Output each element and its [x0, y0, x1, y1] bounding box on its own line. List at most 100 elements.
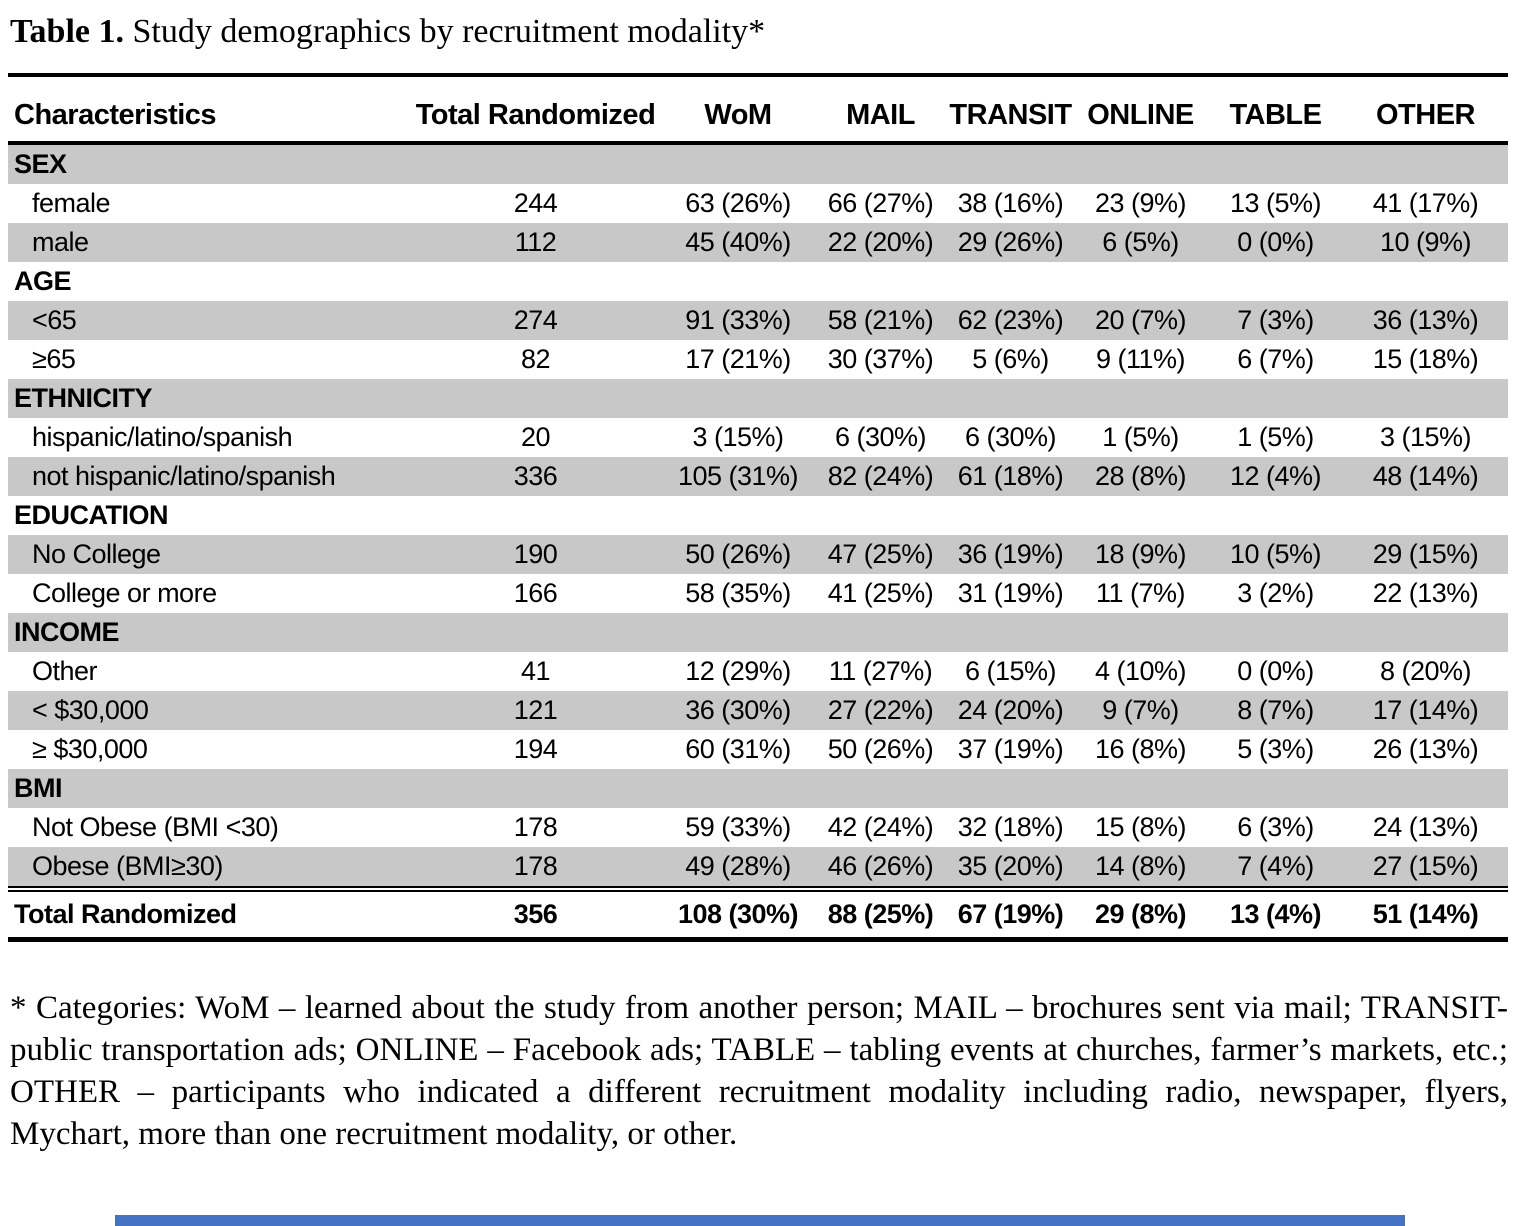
row-label: female — [32, 187, 111, 218]
cell-value: 47 (25%) — [827, 538, 934, 569]
cell-value: 41 (25%) — [827, 577, 934, 608]
cell-value: 20 (7%) — [1094, 304, 1187, 335]
footnote-text: * Categories: WoM – learned about the st… — [10, 989, 1508, 1152]
cell-value: 82 — [520, 343, 551, 374]
table-header-row: Characteristics Total Randomized WoM MAIL TR… — [8, 88, 1508, 145]
cell-value: 20 — [520, 421, 551, 452]
table-row-not-obese-bmi-30: Not Obese (BMI <30) 178 59 (33%) 42 (24%) 32… — [8, 808, 1508, 847]
section-row-income: INCOME — [8, 612, 1508, 652]
row-label: College or more — [32, 577, 217, 608]
cell-value: 12 (4%) — [1229, 460, 1322, 491]
row-label: EDUCATION — [14, 499, 169, 530]
cell-value: 6 (7%) — [1237, 343, 1314, 374]
cell-value: 38 (16%) — [957, 187, 1064, 218]
cell-value: 3 (2%) — [1237, 577, 1314, 608]
row-label: Not Obese (BMI <30) — [32, 811, 279, 842]
cell-value: 22 (13%) — [1372, 577, 1479, 608]
cell-value: 59 (33%) — [685, 811, 791, 842]
cell-value: 11 (27%) — [828, 655, 933, 686]
cell-value: 31 (19%) — [957, 577, 1064, 608]
table-row-female: female 244 63 (26%) 66 (27%) 38 (16%) 23 (9%)… — [8, 184, 1508, 223]
cell-value: 30 (37%) — [827, 343, 934, 374]
cell-value: 41 — [520, 655, 551, 686]
cell-value: 166 — [513, 577, 558, 608]
cell-value: 356 — [408, 885, 663, 942]
cell-value: 6 (5%) — [1102, 226, 1179, 257]
cell-value: 50 (26%) — [685, 538, 791, 569]
cell-value: 1 (5%) — [1102, 421, 1179, 452]
column-header-wom: WoM — [663, 88, 813, 145]
cell-value: 8 (7%) — [1237, 694, 1314, 725]
table-row-hispanic-latino-spanish: hispanic/latino/spanish 20 3 (15%) 6 (30%) 6… — [8, 418, 1508, 457]
section-row-age: AGE — [8, 262, 1508, 301]
cell-value: 3 (15%) — [692, 421, 784, 452]
column-header-other: OTHER — [1343, 88, 1508, 145]
cell-value: 24 (13%) — [1372, 811, 1479, 842]
cell-value: 8 (20%) — [1379, 655, 1472, 686]
cell-value: 62 (23%) — [957, 304, 1064, 335]
cell-value: 6 (30%) — [964, 421, 1057, 452]
cell-value: 5 (3%) — [1237, 733, 1314, 764]
table-row-college-or-more: College or more 166 58 (35%) 41 (25%) 31 (19… — [8, 574, 1508, 613]
demographics-table: Characteristics Total Randomized WoM MAIL TR… — [8, 88, 1508, 942]
row-label: AGE — [14, 265, 72, 296]
cell-value: 105 (31%) — [677, 460, 799, 491]
top-horizontal-rule — [8, 72, 1508, 77]
column-header-table: TABLE — [1208, 88, 1343, 145]
cell-value: 29 (26%) — [957, 226, 1064, 257]
cell-value: 50 (26%) — [827, 733, 934, 764]
cell-value: 11 (7%) — [1095, 577, 1186, 608]
table-row-other: Other 41 12 (29%) 11 (27%) 6 (15%) 4 (10%) 0 (… — [8, 652, 1508, 691]
cell-value: 35 (20%) — [957, 850, 1064, 881]
column-header-mail: MAIL — [813, 88, 948, 145]
cell-value: 14 (8%) — [1094, 850, 1187, 881]
cell-value: 17 (14%) — [1372, 694, 1479, 725]
row-label: INCOME — [14, 616, 120, 647]
table-row-65: ≥65 82 17 (21%) 30 (37%) 5 (6%) 9 (11%) 6 (7%)… — [8, 340, 1508, 379]
cell-value: 37 (19%) — [957, 733, 1064, 764]
row-label: male — [32, 226, 89, 257]
cell-value: 7 (4%) — [1237, 850, 1314, 881]
cell-value: 336 — [513, 460, 558, 491]
cell-value: 17 (21%) — [685, 343, 791, 374]
column-header-transit: TRANSIT — [948, 88, 1073, 145]
cell-value: 58 (35%) — [685, 577, 791, 608]
table-row-30-000: < $30,000 121 36 (30%) 27 (22%) 24 (20%) 9 (7… — [8, 690, 1508, 730]
cell-value: 9 (11%) — [1095, 343, 1186, 374]
cell-value: 190 — [513, 538, 558, 569]
table-title: Table 1. Study demographics by recruitme… — [10, 12, 1508, 53]
table-row-30-000: ≥ $30,000 194 60 (31%) 50 (26%) 37 (19%) 16 (… — [8, 730, 1508, 769]
cell-value: 49 (28%) — [685, 850, 791, 881]
total-row: Total Randomized 356 108 (30%) 88 (25%) 67 (… — [8, 885, 1508, 942]
column-header-total-randomized: Total Randomized — [408, 88, 663, 145]
cell-value: 1 (5%) — [1237, 421, 1314, 452]
section-row-sex: SEX — [8, 142, 1508, 184]
cell-value: 112 — [514, 226, 557, 257]
table-row-male: male 112 45 (40%) 22 (20%) 29 (26%) 6 (5%) 0 (… — [8, 222, 1508, 262]
row-label: ≥ $30,000 — [32, 733, 148, 764]
row-label: hispanic/latino/spanish — [32, 421, 293, 452]
cell-value: 244 — [513, 187, 558, 218]
cell-value: 45 (40%) — [685, 226, 791, 257]
cell-value: 26 (13%) — [1372, 733, 1479, 764]
row-label: Other — [32, 655, 98, 686]
section-row-education: EDUCATION — [8, 496, 1508, 535]
column-header-online: ONLINE — [1073, 88, 1208, 145]
cell-value: 178 — [513, 811, 558, 842]
cell-value: 6 (15%) — [964, 655, 1057, 686]
row-label: No College — [32, 538, 161, 569]
section-row-bmi: BMI — [8, 768, 1508, 808]
cell-value: 63 (26%) — [685, 187, 791, 218]
cell-value: 13 (5%) — [1229, 187, 1322, 218]
cell-value: 6 (30%) — [834, 421, 927, 452]
table-row-obese-bmi-30: Obese (BMI≥30) 178 49 (28%) 46 (26%) 35 (20%… — [8, 846, 1508, 889]
cell-value: 18 (9%) — [1094, 538, 1187, 569]
cell-value: 46 (26%) — [827, 850, 934, 881]
cell-value: 3 (15%) — [1379, 421, 1472, 452]
cell-value: 66 (27%) — [827, 187, 934, 218]
column-header-characteristics: Characteristics — [8, 88, 408, 145]
cell-value: 29 (8%) — [1073, 885, 1208, 942]
cell-value: 27 (22%) — [827, 694, 934, 725]
cell-value: 28 (8%) — [1094, 460, 1187, 491]
cell-value: 60 (31%) — [685, 733, 791, 764]
